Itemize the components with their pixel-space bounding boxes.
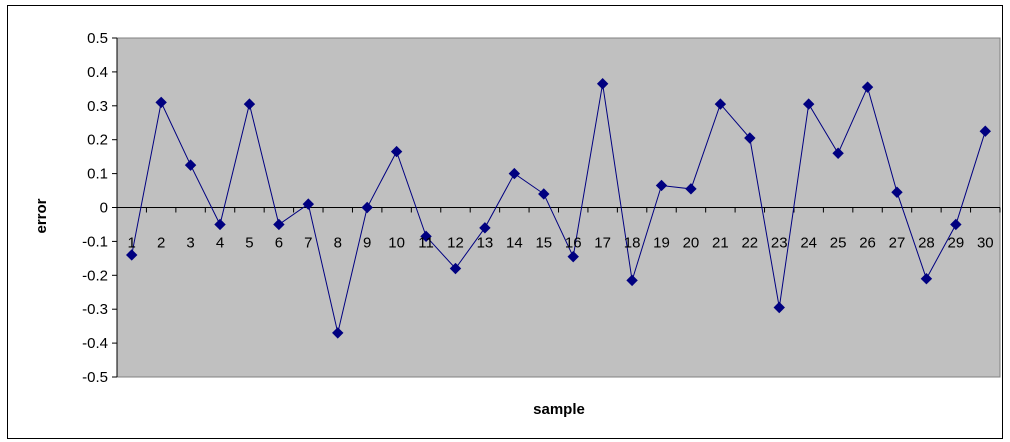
x-tick-label: 27 [889, 235, 906, 252]
y-tick-label: -0.2 [82, 267, 108, 284]
y-tick-label: 0.5 [87, 30, 108, 47]
data-point [126, 249, 138, 261]
x-tick-label: 22 [741, 235, 758, 252]
data-point [420, 230, 432, 243]
data-point [744, 132, 756, 144]
data-point [567, 250, 579, 263]
data-point [390, 145, 403, 158]
y-axis-title: error [33, 198, 50, 233]
x-tick-label: 28 [918, 235, 935, 252]
data-point [802, 98, 815, 110]
x-axis-title: sample [533, 401, 585, 418]
data-point [214, 218, 226, 231]
x-tick-label: 20 [683, 235, 700, 252]
data-point [273, 218, 285, 231]
x-tick-label: 11 [418, 235, 434, 252]
data-point [891, 186, 903, 198]
x-tick-label: 9 [363, 235, 371, 252]
x-tick-label: 4 [216, 235, 224, 252]
x-tick-label: 24 [800, 235, 817, 252]
x-tick-label: 29 [948, 235, 965, 252]
y-tick-label: -0.3 [82, 301, 108, 318]
x-tick-label: 16 [565, 235, 582, 252]
data-point [685, 183, 697, 195]
data-point [714, 98, 727, 110]
data-point [361, 201, 373, 214]
data-point [184, 159, 197, 171]
y-tick-label: 0.4 [87, 64, 108, 81]
x-tick-label: 30 [977, 235, 994, 252]
x-tick-label: 12 [447, 235, 464, 252]
data-point [449, 262, 462, 275]
x-tick-label: 6 [275, 235, 283, 252]
x-tick-label: 21 [712, 235, 729, 252]
x-tick-label: 19 [653, 235, 670, 252]
data-point [243, 98, 256, 110]
data-point [538, 188, 550, 200]
data-point [861, 81, 874, 93]
data-point [302, 198, 315, 210]
x-tick-label: 15 [535, 235, 552, 252]
x-tick-label: 2 [157, 235, 165, 252]
y-tick-label: -0.1 [82, 233, 108, 250]
y-tick-label: 0.2 [87, 132, 108, 149]
data-point [832, 147, 844, 159]
series-line [131, 83, 986, 334]
x-tick-label: 7 [304, 235, 312, 252]
x-tick-label: 1 [128, 235, 136, 252]
data-point [508, 167, 521, 180]
x-tick-label: 8 [334, 235, 342, 252]
data-point [155, 96, 167, 109]
x-tick-label: 5 [245, 235, 253, 252]
x-tick-label: 23 [771, 235, 788, 252]
x-tick-label: 17 [594, 235, 611, 252]
x-tick-label: 18 [624, 235, 641, 252]
data-point [479, 222, 491, 234]
data-point [332, 327, 344, 339]
x-tick-label: 14 [506, 235, 523, 252]
data-point [655, 179, 668, 192]
x-tick-label: 26 [859, 235, 876, 252]
y-tick-label: -0.4 [82, 335, 108, 352]
x-tick-label: 25 [830, 235, 847, 252]
data-point [979, 125, 991, 137]
data-point [773, 301, 785, 314]
data-point [596, 78, 609, 90]
x-tick-label: 10 [388, 235, 405, 252]
y-tick-label: 0 [100, 200, 108, 217]
data-point [920, 272, 933, 285]
y-tick-label: 0.3 [87, 98, 108, 115]
x-tick-label: 3 [186, 235, 194, 252]
x-tick-label: 13 [477, 235, 494, 252]
y-tick-label: 0.1 [87, 166, 108, 183]
y-tick-label: -0.5 [82, 369, 108, 386]
data-point [950, 218, 962, 231]
data-point [626, 274, 638, 287]
